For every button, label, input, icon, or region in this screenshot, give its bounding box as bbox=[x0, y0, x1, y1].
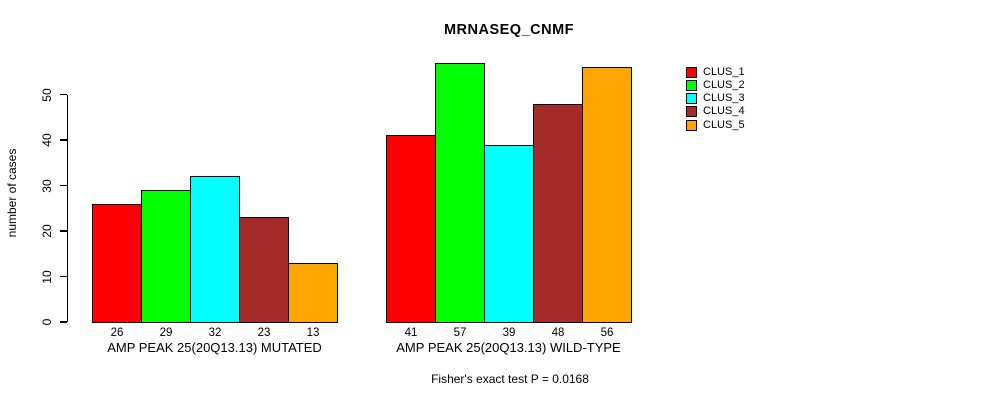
bar-clus_3-group2 bbox=[484, 145, 534, 323]
bar-value-label: 57 bbox=[453, 327, 467, 339]
bar-value-label: 48 bbox=[551, 327, 565, 339]
legend-swatch-clus_5 bbox=[686, 119, 697, 131]
y-axis-tick-label: 50 bbox=[40, 87, 54, 102]
y-axis-tick-label: 0 bbox=[40, 318, 54, 326]
y-axis-tick-label: 20 bbox=[40, 224, 54, 238]
bar-clus_1-group1 bbox=[92, 204, 142, 323]
bar-clus_5-group1 bbox=[288, 263, 338, 323]
bar-value-label: 41 bbox=[404, 327, 418, 339]
bar-clus_4-group2 bbox=[533, 104, 583, 323]
y-axis-tick bbox=[60, 275, 67, 278]
legend-item-clus_2: CLUS_2 bbox=[686, 79, 745, 91]
bar-value-label: 26 bbox=[110, 327, 124, 339]
legend-item-clus_3: CLUS_3 bbox=[686, 93, 745, 105]
bar-value-label: 13 bbox=[306, 327, 320, 339]
legend-swatch-clus_1 bbox=[686, 66, 697, 78]
y-axis-tick-label: 30 bbox=[40, 178, 54, 193]
y-axis-tick bbox=[60, 230, 67, 232]
legend-swatch-clus_2 bbox=[686, 79, 697, 91]
legend-label: CLUS_1 bbox=[703, 65, 745, 78]
y-axis-line bbox=[67, 94, 69, 322]
bar-value-label: 29 bbox=[159, 327, 173, 339]
bar-clus_4-group1 bbox=[239, 217, 289, 323]
bar-clus_2-group2 bbox=[435, 63, 485, 323]
legend-swatch-clus_3 bbox=[686, 93, 697, 105]
bar-value-label: 32 bbox=[208, 327, 222, 339]
legend-item-clus_1: CLUS_1 bbox=[686, 66, 745, 78]
y-axis-tick bbox=[60, 184, 67, 187]
legend-label: CLUS_5 bbox=[703, 118, 745, 131]
fisher-test-annotation: Fisher's exact test P = 0.0168 bbox=[431, 372, 589, 386]
legend-item-clus_4: CLUS_4 bbox=[686, 106, 745, 118]
x-axis-group-label: AMP PEAK 25(20Q13.13) MUTATED bbox=[107, 340, 322, 355]
bar-clus_3-group1 bbox=[190, 176, 240, 323]
legend-item-clus_5: CLUS_5 bbox=[686, 119, 745, 131]
y-axis-tick bbox=[60, 321, 67, 323]
bar-clus_5-group2 bbox=[582, 67, 632, 323]
legend-swatch-clus_4 bbox=[686, 106, 697, 118]
y-axis-tick-label: 10 bbox=[40, 269, 54, 284]
bar-value-label: 56 bbox=[600, 327, 614, 339]
legend: CLUS_1 CLUS_2 CLUS_3 CLUS_4 CLUS_5 bbox=[686, 66, 806, 136]
legend-label: CLUS_3 bbox=[703, 92, 745, 105]
legend-label: CLUS_4 bbox=[703, 105, 745, 118]
bar-value-label: 23 bbox=[257, 327, 271, 339]
y-axis-tick bbox=[60, 93, 67, 96]
legend-label: CLUS_2 bbox=[703, 78, 745, 91]
bar-clus_1-group2 bbox=[386, 135, 436, 323]
chart-title: MRNASEQ_CNMF bbox=[443, 22, 575, 38]
bar-clus_2-group1 bbox=[141, 190, 191, 323]
y-axis-label: number of cases bbox=[5, 148, 19, 238]
bar-value-label: 39 bbox=[502, 327, 516, 339]
y-axis-tick bbox=[60, 139, 67, 141]
x-axis-group-label: AMP PEAK 25(20Q13.13) WILD-TYPE bbox=[396, 340, 621, 355]
y-axis-tick-label: 40 bbox=[40, 133, 54, 147]
